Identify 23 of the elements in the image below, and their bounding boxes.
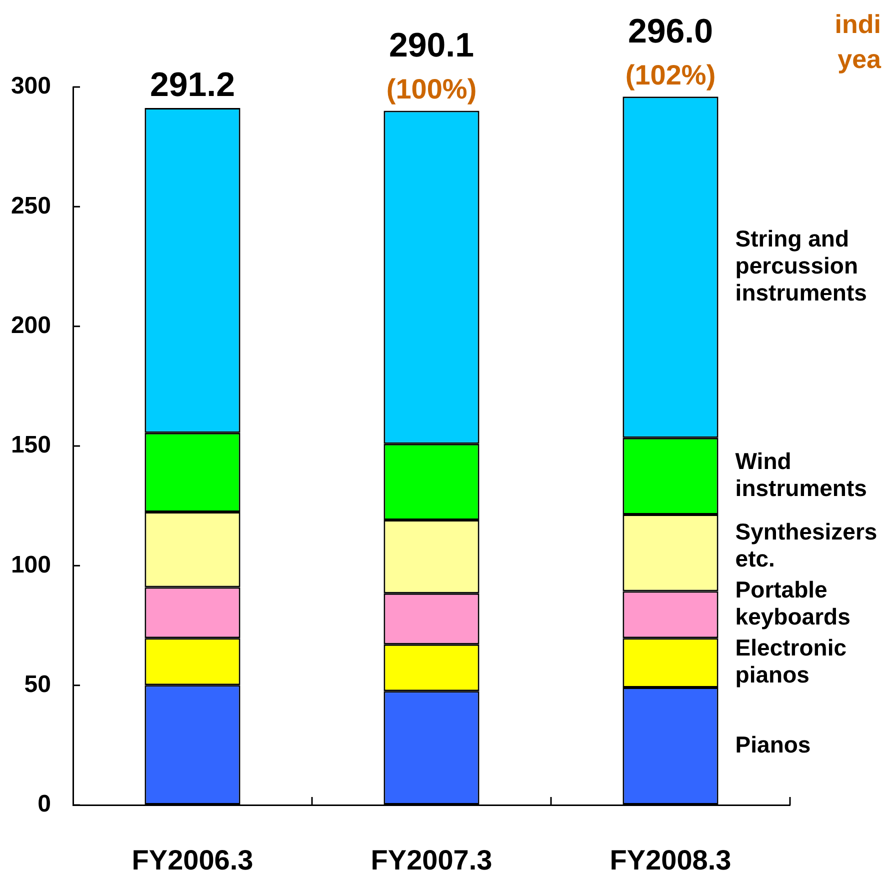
total-label: 291.2 [150,66,236,104]
y-tick-label: 50 [24,670,51,698]
annotation: (100%) [386,74,477,105]
series-label: Synthesizers etc. [735,518,878,572]
annotation: (102%) [625,60,716,91]
x-tick-label: FY2006.3 [132,844,254,876]
y-tick-label: 200 [10,312,51,339]
x-tick-label: FY2007.3 [370,844,492,876]
series-label: Electronic pianos [735,634,847,688]
y-tick-label: 100 [10,551,51,578]
series-label: Portable keyboards [735,576,850,630]
x-tick-label: FY2008.3 [610,844,732,876]
text: yea [838,44,882,74]
y-tick-label: 250 [10,192,51,220]
total-label: 290.1 [388,26,474,65]
total-label: 296.0 [628,12,714,51]
text: indi [834,9,881,39]
series-label: String and percussion instruments [735,226,867,306]
series-label: Pianos [735,731,811,758]
y-tick-label: 0 [38,790,51,818]
series-label: Wind instruments [735,448,867,501]
y-tick-label: 300 [10,72,51,100]
y-tick-label: 150 [10,432,51,459]
